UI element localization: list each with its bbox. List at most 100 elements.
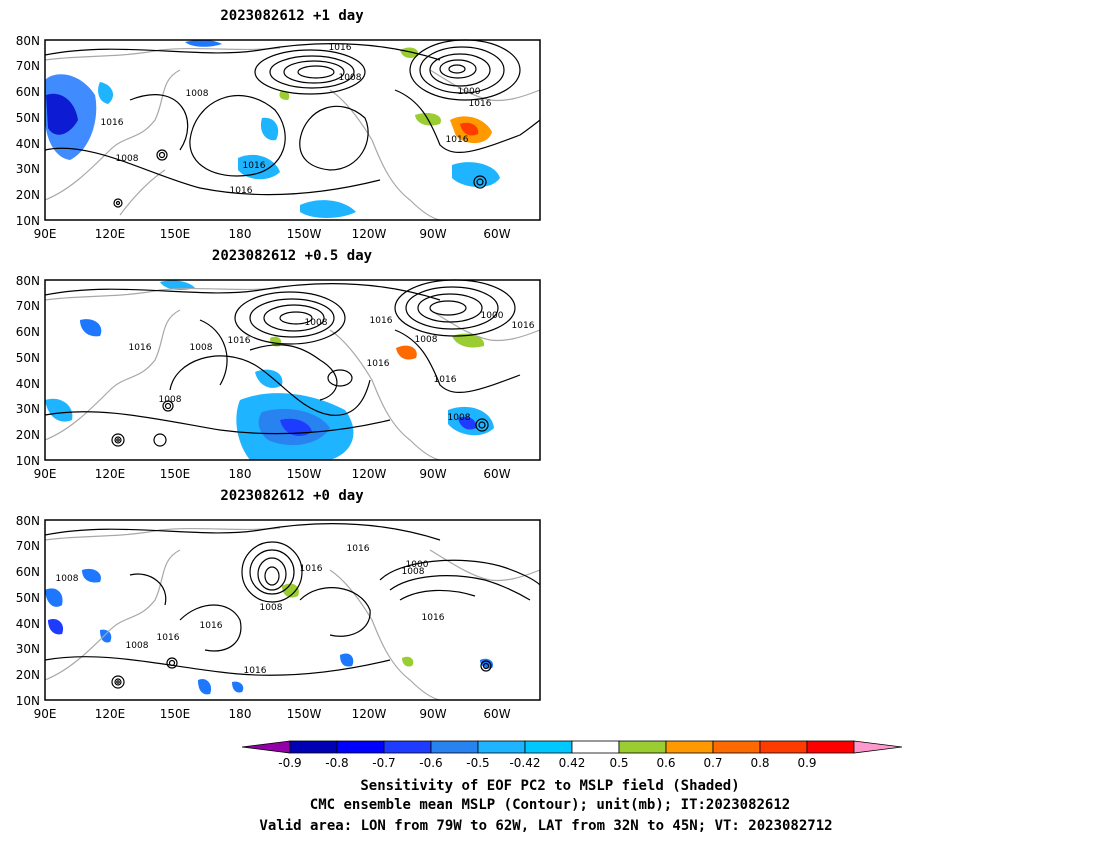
lon-tick: 90E bbox=[34, 227, 57, 241]
lon-tick: 180 bbox=[229, 467, 252, 481]
lat-tick: 10N bbox=[16, 454, 40, 468]
lon-tick: 90W bbox=[419, 707, 446, 721]
colorbar-box bbox=[524, 740, 573, 754]
lat-tick: 70N bbox=[16, 299, 40, 313]
lat-tick: 80N bbox=[16, 274, 40, 288]
panel-1-contours bbox=[44, 39, 541, 208]
contour-label: 1016 bbox=[434, 375, 457, 385]
panel-3: 2023082612 +0 day bbox=[16, 488, 541, 721]
lat-tick: 40N bbox=[16, 377, 40, 391]
colorbar-box bbox=[336, 740, 385, 754]
caption-line-1: Sensitivity of EOF PC2 to MSLP field (Sh… bbox=[360, 778, 739, 794]
colorbar-label: 0.9 bbox=[797, 756, 816, 770]
lon-tick: 60W bbox=[483, 707, 510, 721]
lat-tick: 10N bbox=[16, 694, 40, 708]
panel-2: 2023082612 +0.5 day bbox=[16, 248, 541, 481]
lat-tick: 80N bbox=[16, 514, 40, 528]
panel-2-shading bbox=[45, 280, 494, 460]
lon-tick: 90E bbox=[34, 707, 57, 721]
contour-label: 1016 bbox=[157, 633, 180, 643]
colorbar-box bbox=[289, 740, 338, 754]
lon-tick: 150E bbox=[160, 227, 191, 241]
panel-2-contour-labels: 1016 1008 1016 1008 1016 1016 1008 1000 … bbox=[129, 311, 535, 423]
colorbar-label: 0.7 bbox=[703, 756, 722, 770]
panel-1: 2023082612 +1 day bbox=[16, 8, 541, 241]
colorbar-label: 0.5 bbox=[609, 756, 628, 770]
lon-tick: 90W bbox=[419, 227, 446, 241]
lat-tick: 30N bbox=[16, 402, 40, 416]
lat-tick: 30N bbox=[16, 162, 40, 176]
panel-2-title: 2023082612 +0.5 day bbox=[212, 248, 373, 264]
panel-3-shading bbox=[45, 568, 494, 695]
panel-2-lat-ticks: 80N 70N 60N 50N 40N 30N 20N 10N bbox=[16, 274, 40, 468]
panel-3-lat-ticks: 80N 70N 60N 50N 40N 30N 20N 10N bbox=[16, 514, 40, 708]
colorbar-label: -0.9 bbox=[278, 756, 301, 770]
panel-3-title: 2023082612 +0 day bbox=[220, 488, 364, 504]
contour-label: 1008 bbox=[190, 343, 213, 353]
colorbar-box bbox=[430, 740, 479, 754]
colorbar-label: -0.8 bbox=[325, 756, 348, 770]
contour-label: 1008 bbox=[116, 154, 139, 164]
colorbar-box bbox=[806, 740, 855, 754]
contour-label: 1016 bbox=[446, 135, 469, 145]
colorbar-box bbox=[759, 740, 808, 754]
lon-tick: 90E bbox=[34, 467, 57, 481]
contour-label: 1016 bbox=[329, 43, 352, 53]
colorbar-labels: -0.9 -0.8 -0.7 -0.6 -0.5 -0.42 0.42 0.5 0.6 0.7 0.… bbox=[278, 756, 816, 770]
lat-tick: 20N bbox=[16, 188, 40, 202]
contour-label: 1016 bbox=[244, 666, 267, 676]
caption: Sensitivity of EOF PC2 to MSLP field (Sh… bbox=[259, 778, 832, 834]
contour-label: 1016 bbox=[129, 343, 152, 353]
colorbar-box bbox=[383, 740, 432, 754]
contour-label: 1016 bbox=[230, 186, 253, 196]
lon-tick: 180 bbox=[229, 227, 252, 241]
caption-line-3: Valid area: LON from 79W to 62W, LAT fro… bbox=[259, 818, 832, 834]
lon-tick: 150E bbox=[160, 707, 191, 721]
colorbar bbox=[241, 740, 903, 754]
lat-tick: 60N bbox=[16, 325, 40, 339]
contour-label: 1008 bbox=[260, 603, 283, 613]
lat-tick: 70N bbox=[16, 59, 40, 73]
lon-tick: 150W bbox=[287, 707, 322, 721]
contour-label: 1000 bbox=[458, 87, 481, 97]
contour-label: 1008 bbox=[402, 567, 425, 577]
lon-tick: 150W bbox=[287, 227, 322, 241]
contour-label: 1016 bbox=[300, 564, 323, 574]
contour-label: 1008 bbox=[56, 574, 79, 584]
lon-tick: 120W bbox=[352, 707, 387, 721]
contour-label: 1016 bbox=[512, 321, 535, 331]
lat-tick: 40N bbox=[16, 617, 40, 631]
contour-label: 1008 bbox=[415, 335, 438, 345]
contour-label: 1016 bbox=[243, 161, 266, 171]
panel-1-frame bbox=[44, 39, 541, 221]
lat-tick: 10N bbox=[16, 214, 40, 228]
panel-3-contours bbox=[44, 523, 541, 689]
colorbar-box bbox=[712, 740, 761, 754]
colorbar-box bbox=[571, 740, 620, 754]
colorbar-label: 0.42 bbox=[559, 756, 586, 770]
lat-tick: 20N bbox=[16, 668, 40, 682]
panel-1-lon-ticks: 90E 120E 150E 180 150W 120W 90W 60W bbox=[34, 227, 511, 241]
lat-tick: 20N bbox=[16, 428, 40, 442]
lat-tick: 50N bbox=[16, 591, 40, 605]
contour-label: 1008 bbox=[305, 318, 328, 328]
lat-tick: 60N bbox=[16, 85, 40, 99]
lon-tick: 180 bbox=[229, 707, 252, 721]
panel-1-coastlines bbox=[44, 47, 541, 221]
lon-tick: 150E bbox=[160, 467, 191, 481]
panel-1-contour-labels: 1016 1008 1008 1016 1008 1016 1016 1000 … bbox=[101, 43, 492, 196]
panel-2-coastlines bbox=[44, 287, 541, 461]
colorbar-label: -0.6 bbox=[419, 756, 442, 770]
colorbar-label: 0.8 bbox=[750, 756, 769, 770]
lat-tick: 80N bbox=[16, 34, 40, 48]
lon-tick: 60W bbox=[483, 227, 510, 241]
colorbar-label: -0.42 bbox=[509, 756, 540, 770]
lon-tick: 120E bbox=[95, 467, 126, 481]
contour-label: 1008 bbox=[126, 641, 149, 651]
contour-label: 1016 bbox=[228, 336, 251, 346]
panel-3-frame bbox=[44, 519, 541, 701]
lon-tick: 120W bbox=[352, 227, 387, 241]
colorbar-over-triangle bbox=[853, 740, 903, 754]
contour-label: 1016 bbox=[370, 316, 393, 326]
